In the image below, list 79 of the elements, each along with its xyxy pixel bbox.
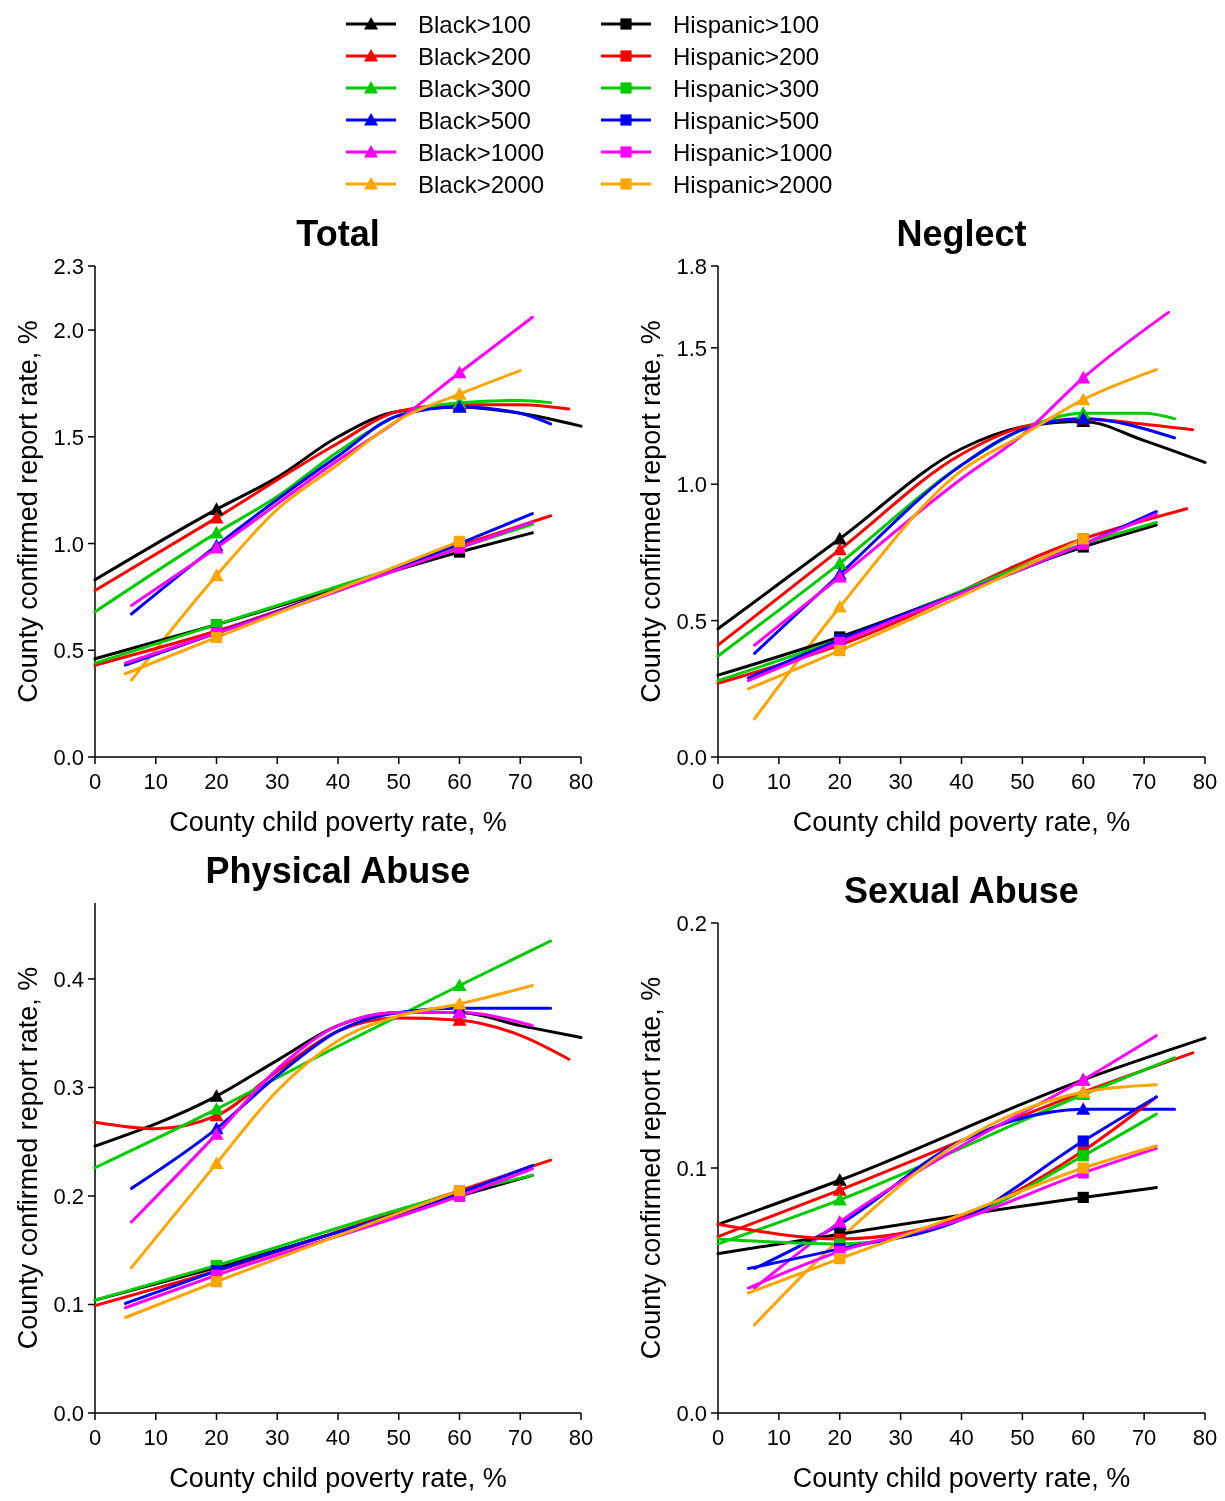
x-tick-label: 70 (508, 1425, 533, 1450)
legend-label: Black>500 (418, 107, 531, 134)
x-tick-label: 40 (949, 1425, 974, 1450)
y-tick-label: 1.0 (676, 472, 707, 498)
x-tick-label: 30 (265, 1425, 290, 1450)
legend-label: Black>100 (418, 11, 531, 38)
y-tick-label: 0.0 (676, 745, 707, 770)
legend-label: Hispanic>100 (673, 11, 820, 38)
x-tick-label: 70 (508, 769, 533, 794)
x-tick-label: 20 (827, 769, 852, 794)
x-tick-label: 30 (888, 769, 913, 794)
x-tick-label: 40 (325, 1425, 351, 1450)
chart-title: Physical Abuse (205, 850, 471, 891)
x-tick-label: 60 (447, 769, 472, 794)
x-tick-label: 0 (711, 1425, 725, 1450)
legend-label: Hispanic>500 (673, 107, 820, 134)
y-tick-label: 0.2 (53, 1183, 84, 1209)
y-tick-label: 0.2 (676, 911, 707, 936)
x-tick-label: 20 (204, 769, 229, 794)
x-tick-label: 10 (143, 769, 168, 794)
x-tick-label: 80 (568, 769, 594, 794)
x-tick-label: 80 (1192, 1425, 1218, 1450)
x-axis-title: County child poverty rate, % (792, 1463, 1131, 1493)
x-tick-label: 60 (447, 1425, 472, 1450)
y-tick-label: 0.3 (53, 1075, 84, 1101)
legend-label: Hispanic>2000 (673, 171, 833, 198)
y-axis-title: County confirmed report rate, % (13, 966, 43, 1350)
x-tick-label: 0 (88, 769, 102, 794)
x-tick-label: 40 (949, 769, 974, 794)
x-tick-label: 50 (386, 769, 411, 794)
x-tick-label: 10 (766, 1425, 792, 1450)
x-tick-label: 20 (204, 1425, 229, 1450)
legend-label: Hispanic>200 (673, 43, 820, 70)
x-tick-label: 20 (827, 1425, 852, 1450)
legend-label: Hispanic>300 (673, 75, 820, 102)
y-tick-label: 0.5 (53, 638, 84, 664)
x-tick-label: 70 (1131, 1425, 1157, 1450)
chart-title: Sexual Abuse (844, 870, 1079, 911)
chart-title: Total (296, 213, 380, 254)
x-tick-label: 60 (1071, 769, 1096, 794)
legend-label: Black>2000 (418, 171, 545, 198)
y-tick-label: 0.1 (53, 1292, 84, 1318)
y-axis-title: County confirmed report rate, % (636, 320, 666, 703)
legend-label: Black>200 (418, 43, 531, 70)
x-axis-title: County child poverty rate, % (169, 807, 507, 837)
x-tick-label: 10 (143, 1425, 168, 1450)
x-tick-label: 50 (1010, 769, 1035, 794)
x-tick-label: 80 (568, 1425, 594, 1450)
x-tick-label: 10 (766, 769, 792, 794)
y-tick-label: 1.0 (53, 531, 84, 557)
y-tick-label: 2.0 (53, 318, 84, 344)
legend-label: Black>300 (418, 75, 531, 102)
x-tick-label: 70 (1131, 769, 1157, 794)
chart-title: Neglect (896, 213, 1027, 254)
x-tick-label: 60 (1071, 1425, 1096, 1450)
y-tick-label: 0.5 (676, 608, 707, 634)
y-tick-label: 1.8 (676, 254, 707, 279)
y-axis-title: County confirmed report rate, % (13, 320, 43, 703)
y-axis-title: County confirmed report rate, % (636, 976, 666, 1360)
x-tick-label: 50 (386, 1425, 411, 1450)
x-tick-label: 30 (888, 1425, 913, 1450)
x-tick-label: 0 (711, 769, 725, 794)
y-tick-label: 1.5 (53, 424, 84, 450)
x-tick-label: 40 (325, 769, 351, 794)
x-tick-label: 0 (88, 1425, 102, 1450)
x-tick-label: 30 (265, 769, 290, 794)
x-axis-title: County child poverty rate, % (792, 807, 1131, 837)
x-tick-label: 50 (1010, 1425, 1035, 1450)
y-tick-label: 1.5 (676, 335, 707, 361)
y-tick-label: 0.0 (53, 1401, 84, 1426)
legend-label: Black>1000 (418, 139, 545, 166)
y-tick-label: 0.4 (53, 966, 84, 992)
y-tick-label: 2.3 (53, 254, 84, 279)
legend-label: Hispanic>1000 (673, 139, 833, 166)
y-tick-label: 0.0 (53, 745, 84, 770)
y-tick-label: 0.1 (676, 1156, 707, 1181)
x-axis-title: County child poverty rate, % (169, 1463, 507, 1493)
x-tick-label: 80 (1192, 769, 1218, 794)
y-tick-label: 0.0 (676, 1401, 707, 1426)
